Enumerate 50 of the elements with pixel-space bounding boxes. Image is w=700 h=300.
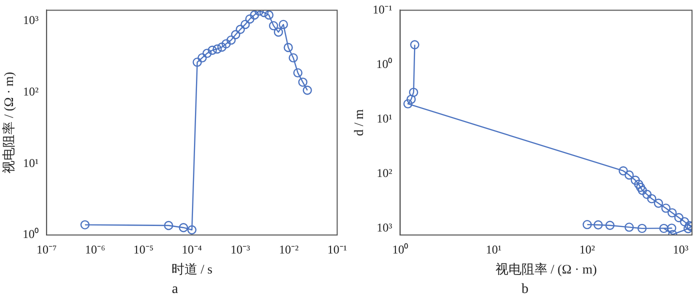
point [212, 44, 222, 54]
point [302, 86, 312, 95]
x-tick-label: 10⁻² [278, 242, 299, 256]
y-tick-label: 10³ [376, 220, 393, 235]
x-tick-label: 10³ [672, 242, 689, 256]
x-axis-title: 时道 / s [171, 262, 212, 277]
point [217, 42, 226, 52]
y-tick-label: 10² [376, 166, 393, 180]
x-tick-label: 10⁻⁴ [182, 242, 202, 256]
point [259, 10, 269, 18]
x-tick-label: 10⁻⁵ [133, 242, 154, 256]
y-tick-label: 10¹ [22, 156, 39, 170]
point [222, 39, 231, 48]
point [250, 10, 260, 20]
x-tick-label: 10⁻¹ [327, 242, 348, 256]
x-tick-label: 10⁻³ [230, 242, 251, 256]
point [268, 21, 278, 30]
point [284, 42, 293, 52]
x-tick-label: 10⁻⁷ [36, 242, 57, 256]
y-tick-label: 10⁻¹ [372, 2, 393, 16]
y-axis-title: 视电阻率 / (Ω · m) [1, 72, 16, 174]
text: b [520, 282, 530, 298]
y-tick-label: 10¹ [376, 111, 393, 126]
point [202, 48, 212, 58]
point [288, 53, 298, 62]
y-tick-label: 10² [22, 84, 39, 99]
point [231, 30, 240, 40]
y-tick-label: 10⁰ [376, 56, 392, 71]
point [208, 46, 217, 55]
x-axis-title: 视电阻率 / (Ω · m) [495, 262, 597, 277]
point [274, 28, 284, 37]
x-tick-label: 10¹ [486, 242, 502, 256]
point [240, 20, 250, 30]
point [245, 14, 254, 24]
point [264, 10, 274, 20]
point [192, 58, 202, 67]
x-tick-label: 10⁻⁶ [84, 242, 106, 256]
point [298, 78, 308, 87]
point [293, 68, 302, 78]
point [226, 35, 236, 45]
y-tick-label: 10³ [22, 13, 39, 28]
x-tick-label: 10² [579, 242, 596, 256]
point [236, 24, 245, 34]
text: a [170, 282, 180, 298]
x-tick-label: 10⁰ [392, 242, 408, 256]
y-axis-title: d / m [351, 109, 366, 136]
y-tick-label: 10⁰ [22, 227, 39, 242]
point [187, 225, 196, 234]
point [198, 53, 207, 62]
point [278, 20, 288, 30]
